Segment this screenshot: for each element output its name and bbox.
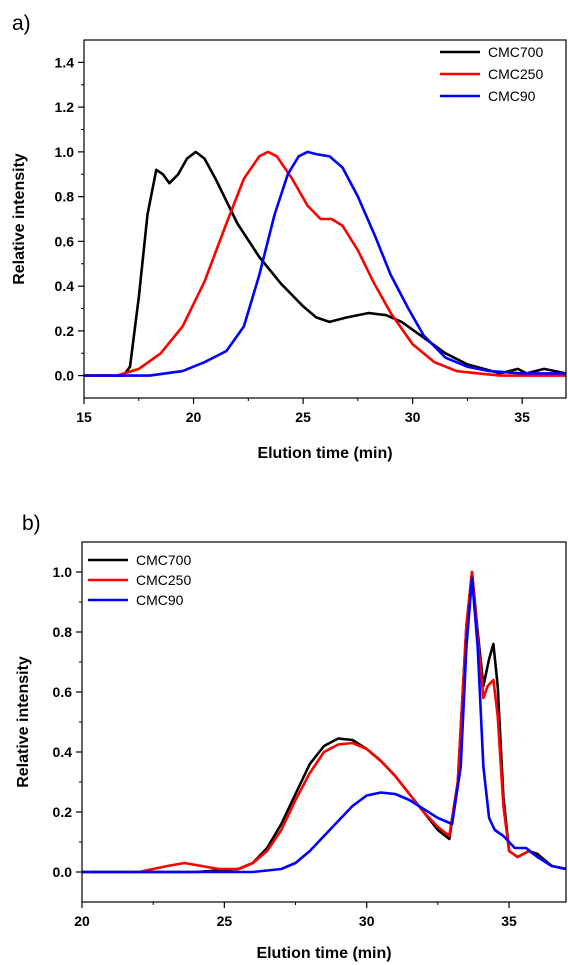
x-tick-label: 25 [217, 913, 233, 929]
legend-label-cmc700: CMC700 [136, 552, 191, 568]
legend: CMC700 CMC250 CMC90 [440, 44, 543, 104]
y-tick-label: 0.0 [53, 864, 73, 880]
series-line-cmc700 [84, 150, 566, 377]
chart-panel-a: a) 15 20 25 30 35 0.0 0.2 0.4 0.6 0.8 1.0 1.2 1.4 Elut… [11, 12, 567, 462]
y-axis-title: Relative intensity [15, 656, 32, 788]
x-tick-label: 20 [74, 913, 90, 929]
y-tick-label: 1.0 [55, 144, 75, 160]
x-tick-label: 25 [295, 409, 311, 425]
y-tick-label: 0.2 [53, 804, 73, 820]
x-tick-label: 15 [76, 409, 92, 425]
y-tick-label: 0.4 [55, 278, 75, 294]
legend-label-cmc250: CMC250 [488, 66, 543, 82]
panel-label: b) [22, 512, 41, 535]
x-axis-title: Elution time (min) [256, 945, 391, 962]
x-axis-title: Elution time (min) [257, 445, 392, 462]
series-line-cmc250 [82, 570, 566, 874]
y-tick-label: 1.0 [53, 564, 73, 580]
series-line-cmc90 [84, 150, 566, 377]
y-tick-label: 0.6 [55, 233, 75, 249]
y-tick-label: 0.2 [55, 323, 75, 339]
x-tick-label: 20 [186, 409, 202, 425]
series-line-cmc90 [82, 576, 566, 874]
y-tick-label: 0.8 [53, 624, 73, 640]
y-tick-label: 0.0 [55, 368, 75, 384]
legend-label-cmc700: CMC700 [488, 44, 543, 60]
y-axis-title: Relative intensity [11, 153, 28, 285]
x-tick-label: 35 [501, 913, 517, 929]
series-line-cmc250 [84, 150, 566, 377]
legend: CMC700 CMC250 CMC90 [88, 552, 191, 608]
y-tick-label: 1.2 [55, 99, 75, 115]
y-tick-label: 1.4 [55, 54, 75, 70]
x-tick-label: 30 [405, 409, 421, 425]
legend-label-cmc250: CMC250 [136, 572, 191, 588]
y-tick-label: 0.6 [53, 684, 73, 700]
legend-label-cmc90: CMC90 [136, 592, 184, 608]
x-tick-label: 35 [514, 409, 530, 425]
legend-label-cmc90: CMC90 [488, 88, 536, 104]
y-tick-label: 0.4 [53, 744, 73, 760]
x-tick-label: 30 [359, 913, 375, 929]
y-tick-label: 0.8 [55, 189, 75, 205]
chart-panel-b: b) 20 25 30 35 0.0 0.2 0.4 0.6 0.8 1.0 Elution time… [15, 512, 567, 962]
panel-label: a) [12, 12, 31, 35]
